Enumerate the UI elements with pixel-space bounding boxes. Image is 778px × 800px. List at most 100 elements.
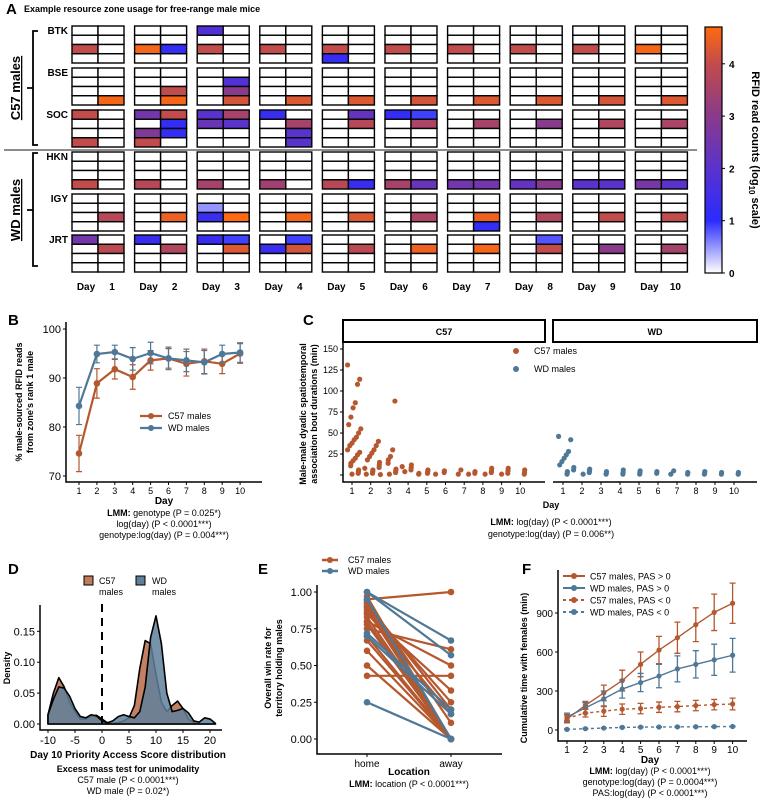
scatter-point (402, 469, 408, 475)
heatmap-cell-bse-day1 (97, 67, 125, 78)
scatter-point (356, 430, 362, 436)
heatmap-cell-hkn-day3 (222, 160, 250, 172)
series-line-2 (566, 703, 733, 719)
heatmap-cell-igy-day10 (634, 211, 663, 223)
heatmap-cell-btk-day8 (509, 25, 537, 36)
scatter-point (408, 467, 414, 473)
scatter-point (466, 471, 472, 477)
heatmap-cell-igy-day8 (509, 221, 537, 232)
heatmap-cell-hkn-day1 (97, 179, 125, 190)
heatmap-cell-hkn-day8 (509, 169, 537, 181)
scatter-point (556, 433, 562, 439)
c-legend-wd-marker (513, 366, 519, 372)
heatmap-cell-btk-day7 (472, 43, 501, 55)
data-point (730, 600, 736, 606)
heatmap-cell-bse-day3 (196, 85, 224, 97)
heatmap-cell-btk-day5 (347, 25, 376, 36)
heatmap-cell-btk-day3 (196, 43, 224, 55)
scatter-point (369, 470, 376, 476)
heatmap-cell-hkn-day5 (321, 169, 350, 181)
heatmap-cell-igy-day1 (71, 202, 99, 214)
c-xlabel: Day (543, 500, 560, 510)
b-stats-1: LMM: genotype (P = 0.025*) (107, 508, 221, 518)
heatmap-cell-btk-day5 (321, 53, 350, 64)
scatter-point (668, 471, 674, 477)
heatmap-cell-hkn-day6 (410, 151, 438, 162)
away-point (447, 719, 455, 727)
c-stats-1: LMM: log(day) (P < 0.0001***) (490, 517, 611, 527)
mouse-label-igy: IGY (51, 194, 69, 205)
scatter-point (735, 471, 741, 477)
paired-line (366, 591, 452, 657)
heatmap-cell-bse-day6 (410, 76, 438, 88)
y-tick-label: 75 (328, 407, 338, 417)
heatmap-cell-igy-day5 (347, 211, 376, 223)
heatmap-cell-bse-day2 (159, 85, 188, 97)
heatmap-cell-jrt-day7 (446, 262, 475, 273)
heatmap-cell-bse-day3 (196, 67, 224, 78)
series-line-0 (77, 352, 241, 454)
heatmap-cell-jrt-day5 (347, 262, 376, 273)
heatmap-cell-igy-day1 (97, 211, 125, 223)
heatmap-cell-hkn-day7 (446, 179, 475, 190)
heatmap-cell-hkn-day2 (133, 151, 162, 162)
heatmap-cell-btk-day6 (410, 53, 438, 64)
heatmap-cell-hkn-day7 (472, 151, 501, 162)
heatmap-cell-hkn-day1 (71, 151, 99, 162)
day-word-label: Day (515, 282, 534, 293)
heatmap-cell-soc-day3 (222, 109, 250, 120)
mouse-label-hkn: HKN (46, 152, 68, 163)
heatmap-cell-bse-day6 (410, 85, 438, 97)
heatmap-cell-soc-day3 (222, 118, 250, 130)
heatmap-cell-bse-day3 (222, 95, 250, 106)
heatmap-cell-jrt-day6 (384, 234, 412, 245)
scatter-point (362, 465, 368, 471)
heatmap-cell-bse-day3 (222, 76, 250, 88)
d-stats-1: C57 male (P < 0.0001***) (77, 775, 178, 785)
heatmap-cell-igy-day2 (133, 202, 162, 214)
x-tick-label: 3 (387, 486, 392, 496)
heatmap-cell-igy-day4 (259, 211, 287, 223)
f-xlabel: Day (641, 755, 660, 766)
heatmap-cell-btk-day4 (285, 34, 313, 46)
heatmap-cell-jrt-day9 (572, 243, 600, 255)
heatmap-cell-btk-day2 (133, 34, 162, 46)
heatmap-cell-btk-day9 (572, 25, 600, 36)
heatmap-cell-igy-day10 (660, 202, 689, 214)
d-legend-c57-1: C57 (99, 576, 116, 586)
heatmap-cell-btk-day8 (535, 34, 563, 46)
heatmap-cell-jrt-day1 (71, 262, 99, 273)
x-tick-label: 2 (579, 486, 584, 496)
heatmap-cell-igy-day7 (472, 221, 501, 232)
heatmap-cell-soc-day6 (410, 118, 438, 130)
heatmap-cell-igy-day7 (446, 211, 475, 223)
heatmap-cell-igy-day7 (446, 221, 475, 232)
heatmap-cell-soc-day5 (347, 127, 376, 139)
d-legend-wd-swatch (135, 575, 146, 586)
heatmap-cell-hkn-day4 (285, 169, 313, 181)
heatmap-cell-jrt-day9 (598, 243, 626, 255)
axis-lines (557, 570, 747, 742)
paired-line (366, 590, 452, 601)
heatmap-cell-igy-day9 (598, 193, 626, 204)
y-tick-label: 0.00 (291, 734, 312, 746)
f-legend: C57 males, PAS > 0 WD males, PAS > 0 C57 m… (563, 572, 671, 618)
heatmap-cell-btk-day1 (97, 53, 125, 64)
data-point (619, 706, 625, 712)
heatmap-cell-hkn-day3 (196, 151, 224, 162)
heatmap-cell-igy-day7 (446, 193, 475, 204)
heatmap-cell-bse-day7 (446, 95, 475, 106)
heatmap-cell-igy-day5 (321, 221, 350, 232)
heatmap-cell-btk-day2 (133, 25, 162, 36)
y-tick-label: 600 (536, 648, 553, 659)
heatmap-cell-jrt-day3 (222, 262, 250, 273)
scatter-point (373, 443, 379, 449)
data-point (129, 373, 136, 381)
heatmap-cell-hkn-day6 (410, 179, 438, 190)
b-ylabel-2: from zone's rank 1 male (25, 351, 35, 453)
heatmap-cell-btk-day2 (133, 43, 162, 55)
heatmap-cell-btk-day10 (660, 43, 689, 55)
heatmap-cell-jrt-day7 (446, 234, 475, 245)
heatmap-cell-jrt-day4 (285, 234, 313, 245)
heatmap-cell-igy-day6 (384, 193, 412, 204)
